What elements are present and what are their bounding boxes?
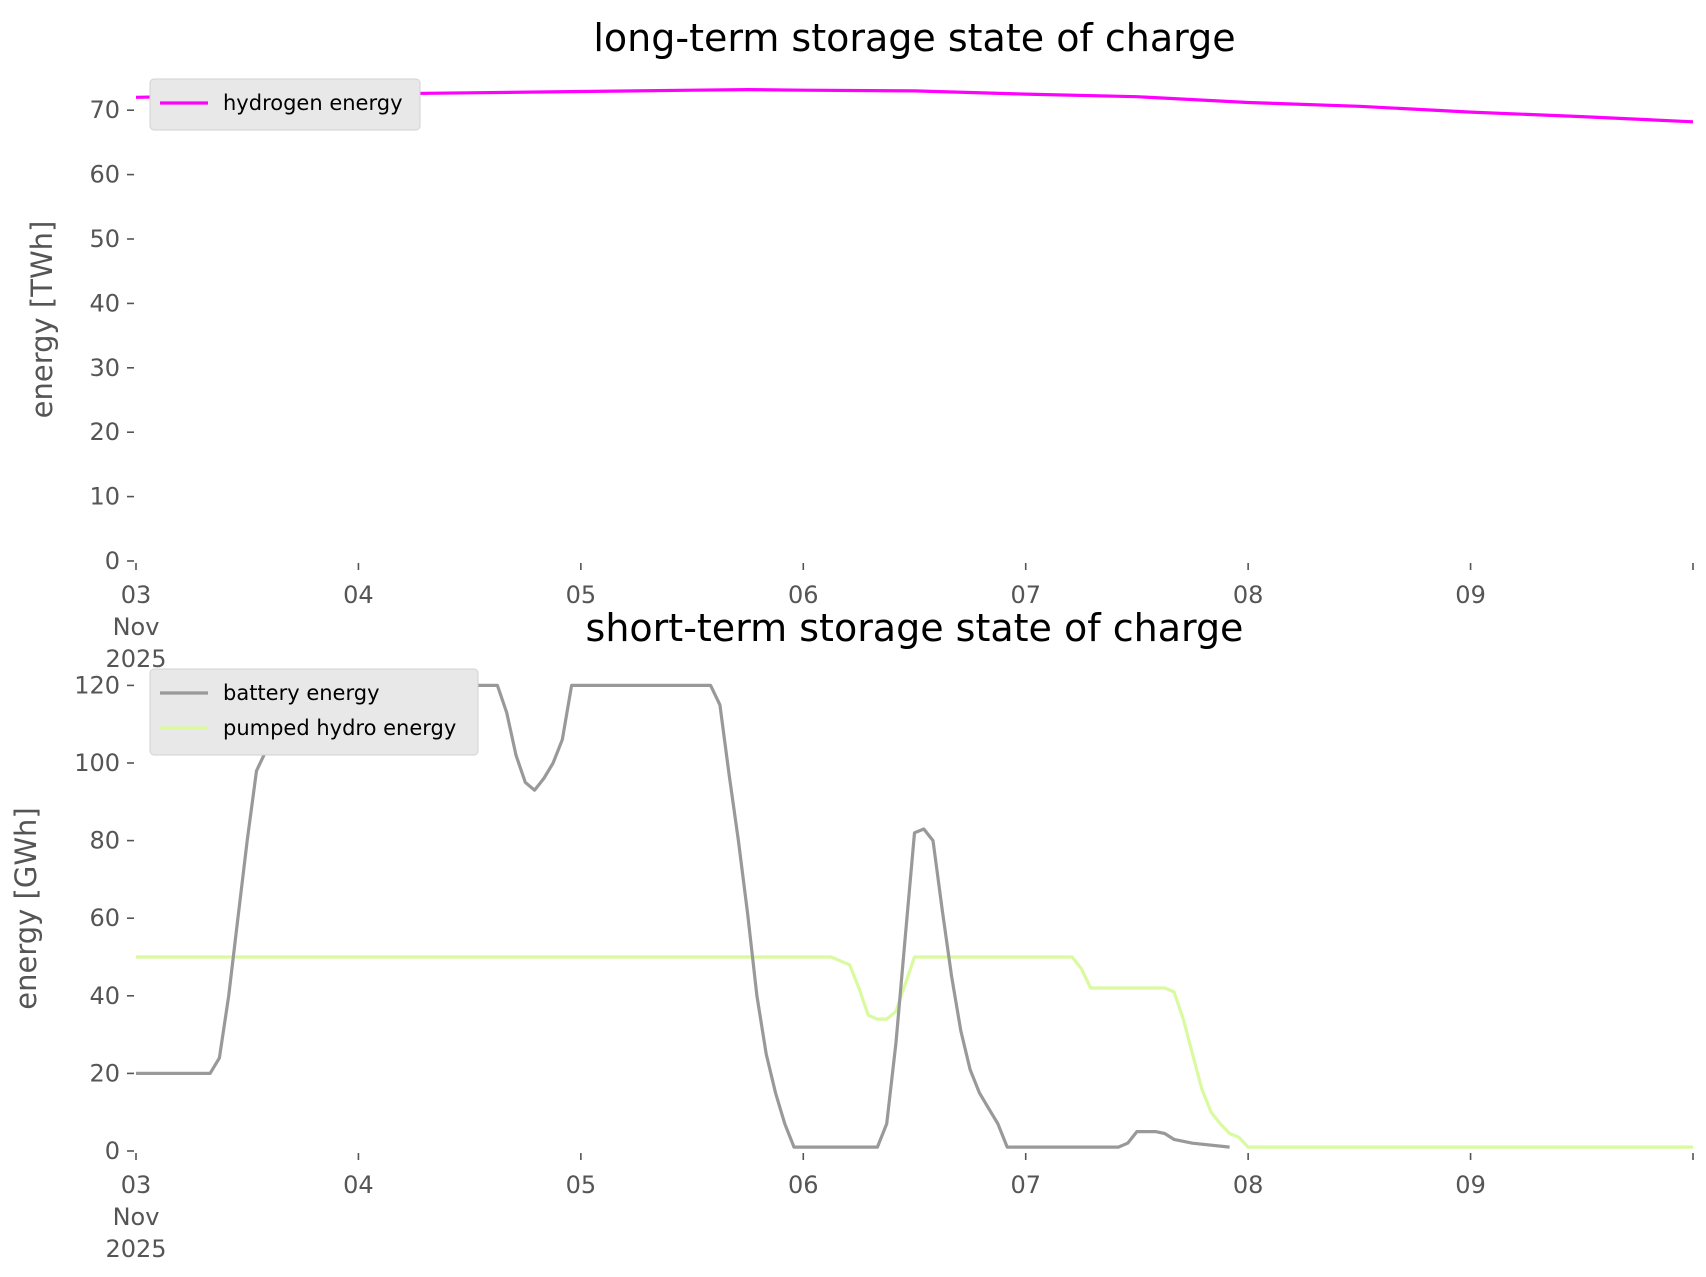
y-tick-label: 30 — [89, 354, 120, 382]
y-tick-label: 40 — [89, 982, 120, 1010]
x-tick-label: 2025 — [105, 1235, 166, 1263]
y-tick-label: 100 — [74, 749, 120, 777]
chart-title: long-term storage state of charge — [593, 16, 1235, 60]
legend-entry-label: pumped hydro energy — [223, 716, 456, 740]
x-tick-label: 03 — [121, 1171, 152, 1199]
legend: battery energy pumped hydro energy — [149, 668, 479, 756]
x-tick-label: 07 — [1010, 1171, 1041, 1199]
x-tick-label: 05 — [566, 1171, 597, 1199]
y-tick-label: 60 — [89, 161, 120, 189]
x-tick-label: 07 — [1010, 581, 1041, 609]
x-tick-label: Nov — [113, 613, 160, 641]
y-tick-label: 50 — [89, 225, 120, 253]
y-axis-label: energy [TWh] — [25, 221, 59, 419]
x-tick-label: 03 — [121, 581, 152, 609]
chart-panel-2: short-term storage state of charge energy… — [9, 606, 1694, 1263]
x-tick-label: 09 — [1455, 581, 1486, 609]
legend-entry-label: hydrogen energy — [223, 91, 403, 115]
x-tick-label: 2025 — [105, 645, 166, 673]
legend-box — [149, 668, 479, 756]
x-tick-label: 09 — [1455, 1171, 1486, 1199]
legend-entry-label: battery energy — [223, 681, 380, 705]
y-axis-label: energy [GWh] — [9, 807, 43, 1009]
y-tick-label: 70 — [89, 96, 120, 124]
y-tick-label: 80 — [89, 827, 120, 855]
chart-title: short-term storage state of charge — [586, 606, 1244, 650]
x-tick-label: 04 — [343, 581, 374, 609]
y-tick-label: 20 — [89, 1059, 120, 1087]
y-tick-label: 60 — [89, 904, 120, 932]
x-tick-label: 05 — [566, 581, 597, 609]
x-tick-label: 08 — [1233, 581, 1264, 609]
chart-panel-1: long-term storage state of charge energy … — [25, 16, 1694, 673]
legend: hydrogen energy — [149, 78, 421, 131]
y-tick-label: 0 — [105, 1137, 120, 1165]
x-tick-label: 08 — [1233, 1171, 1264, 1199]
y-tick-label: 40 — [89, 289, 120, 317]
y-tick-label: 20 — [89, 418, 120, 446]
y-tick-label: 120 — [74, 671, 120, 699]
x-tick-label: 04 — [343, 1171, 374, 1199]
y-tick-label: 10 — [89, 483, 120, 511]
x-tick-label: 06 — [788, 1171, 819, 1199]
series-line-pumped-hydro-energy — [136, 955, 1693, 1149]
legend-box — [149, 78, 421, 131]
x-tick-label: 06 — [788, 581, 819, 609]
y-tick-label: 0 — [105, 547, 120, 575]
x-tick-label: Nov — [113, 1203, 160, 1231]
